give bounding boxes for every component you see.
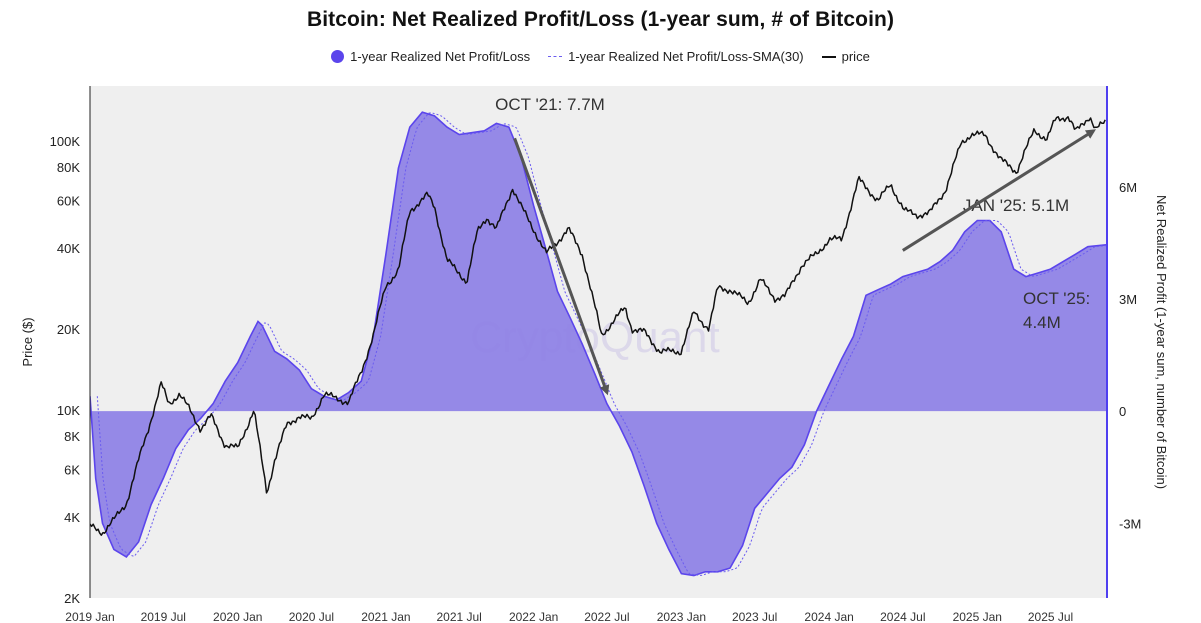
right-axis-label: Net Realized Profit (1-year sum, number …	[1154, 195, 1169, 489]
annotation-oct-25: 4.4M	[1023, 313, 1061, 332]
right-tick-label: 6M	[1119, 180, 1137, 195]
right-tick-label: -3M	[1119, 516, 1141, 531]
net-profit-area	[90, 112, 1106, 576]
x-tick-label: 2023 Jul	[732, 610, 777, 623]
sma-30-line	[96, 112, 1106, 577]
legend-label-sma: 1-year Realized Net Profit/Loss-SMA(30)	[568, 49, 804, 64]
annotation-oct-21: OCT '21: 7.7M	[495, 95, 605, 114]
chart-title: Bitcoin: Net Realized Profit/Loss (1-yea…	[306, 8, 895, 31]
legend-item-net-profit[interactable]: 1-year Realized Net Profit/Loss	[331, 49, 530, 64]
left-tick-label: 4K	[64, 510, 80, 525]
left-tick-label: 60K	[57, 194, 80, 209]
left-tick-label: 8K	[64, 429, 80, 444]
x-tick-label: 2024 Jul	[880, 610, 925, 623]
x-tick-label: 2022 Jul	[584, 610, 629, 623]
annotation-arrow-up	[902, 129, 1096, 252]
right-tick-label: 3M	[1119, 292, 1137, 307]
left-tick-label: 80K	[57, 160, 80, 175]
x-tick-label: 2023 Jan	[657, 610, 706, 623]
left-axis-label: Price ($)	[20, 317, 35, 366]
left-tick-label: 10K	[57, 403, 80, 418]
annotation-arrow-down	[513, 137, 610, 396]
x-tick-label: 2025 Jul	[1028, 610, 1073, 623]
right-tick-label: 0	[1119, 404, 1126, 419]
price-line	[90, 116, 1106, 536]
left-tick-label: 40K	[57, 241, 80, 256]
legend-swatch-price	[821, 55, 836, 58]
annotation-jan-25: JAN '25: 5.1M	[963, 196, 1069, 215]
left-tick-label: 100K	[50, 134, 81, 149]
x-tick-label: 2021 Jan	[361, 610, 410, 623]
x-tick-label: 2021 Jul	[436, 610, 481, 623]
x-tick-label: 2019 Jan	[65, 610, 114, 623]
x-tick-label: 2024 Jan	[804, 610, 853, 623]
legend-label-net-profit: 1-year Realized Net Profit/Loss	[350, 49, 531, 64]
legend-swatch-sma	[548, 56, 563, 57]
x-tick-label: 2022 Jan	[509, 610, 558, 623]
legend-swatch-net-profit	[331, 50, 345, 63]
x-tick-label: 2020 Jan	[213, 610, 262, 623]
legend-label-price: price	[841, 49, 870, 64]
left-tick-label: 2K	[64, 591, 80, 606]
left-tick-label: 6K	[64, 463, 80, 478]
net-profit-line	[90, 111, 1106, 577]
left-tick-label: 20K	[57, 322, 80, 337]
legend: 1-year Realized Net Profit/Loss 1-year R…	[0, 49, 1201, 64]
annotation-oct-25: OCT '25:	[1023, 289, 1090, 308]
legend-item-price[interactable]: price	[821, 49, 870, 64]
x-tick-label: 2019 Jul	[141, 610, 186, 623]
x-tick-label: 2025 Jan	[953, 610, 1002, 623]
legend-item-sma[interactable]: 1-year Realized Net Profit/Loss-SMA(30)	[548, 49, 804, 64]
x-tick-label: 2020 Jul	[289, 610, 334, 623]
